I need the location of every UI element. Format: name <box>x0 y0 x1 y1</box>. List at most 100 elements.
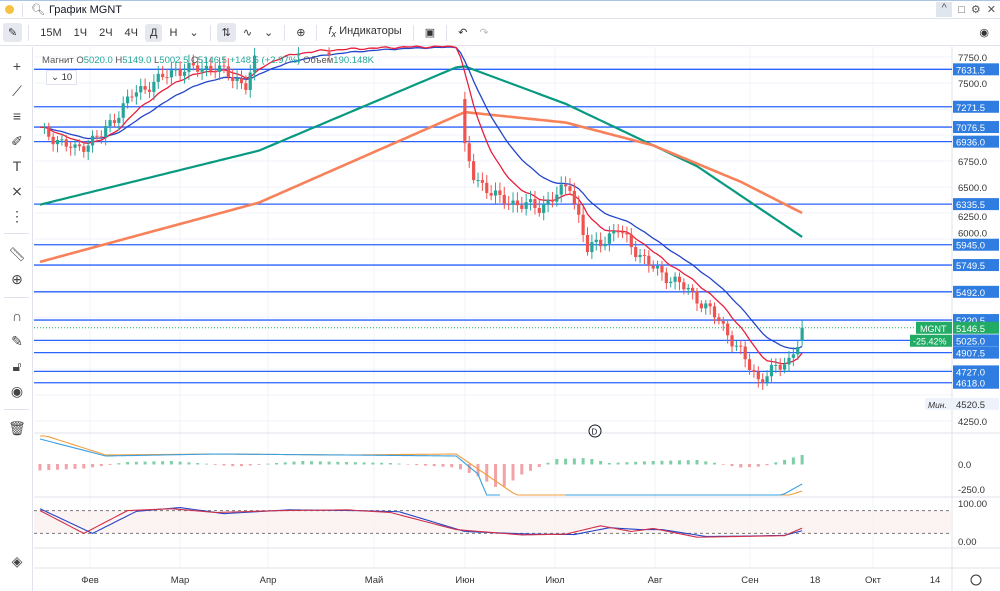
macd-histogram-bar <box>318 461 322 465</box>
macd-histogram-bar <box>590 459 594 465</box>
last-change-badge <box>910 334 952 347</box>
candle-body <box>756 372 760 380</box>
prediction-icon[interactable]: ⋮ <box>10 208 24 224</box>
macd-histogram-bar <box>213 464 217 465</box>
candle-body <box>104 126 108 137</box>
trash-icon[interactable]: 🗑︎ <box>8 420 26 436</box>
ruler-icon[interactable]: 📏︎ <box>8 246 26 262</box>
gear-icon[interactable]: ⚙ <box>970 4 981 16</box>
macd-histogram-bar <box>362 462 366 465</box>
level-price-label: 5025.0 <box>956 336 985 347</box>
candle-body <box>634 247 638 258</box>
brush-icon[interactable]: ✐ <box>11 133 23 149</box>
timeframe-2h[interactable]: 2Ч <box>99 26 113 39</box>
macd-histogram-bar <box>47 464 51 471</box>
timeframe-day[interactable]: Д <box>144 23 163 42</box>
stoch-tick-label: 0.00 <box>958 537 977 548</box>
pattern-icon[interactable]: ⨯ <box>11 183 23 199</box>
layouts-icon[interactable]: ▣ <box>424 27 436 39</box>
text-icon[interactable]: T <box>12 158 22 174</box>
level-price-label: 7271.5 <box>956 103 985 114</box>
candle-body <box>60 139 64 141</box>
candle-body <box>590 242 594 253</box>
macd-histogram-bar <box>800 455 804 465</box>
crosshair-icon[interactable]: + <box>12 58 22 74</box>
timeframe-week[interactable]: Н <box>169 26 178 39</box>
divider <box>4 233 29 234</box>
zoom-in-icon[interactable]: ⊕ <box>11 271 23 287</box>
candle-body <box>204 65 209 69</box>
level-price-badge <box>953 238 999 251</box>
level-price-label: 4618.0 <box>956 379 985 390</box>
macd-histogram-bar <box>660 460 664 465</box>
min-label: Мин. <box>928 400 947 410</box>
volume-label: Объем <box>303 55 334 66</box>
macd-histogram-bar <box>677 460 681 465</box>
close-icon[interactable]: ✕ <box>986 4 996 16</box>
candle-body <box>673 276 677 282</box>
candle-body <box>743 346 747 360</box>
camera-icon[interactable]: ◉ <box>979 27 989 39</box>
pencil-icon[interactable]: ✎ <box>3 23 23 42</box>
stoch-k-line <box>39 508 803 538</box>
macd-tick-label: -250.0 <box>958 485 985 496</box>
candle-body <box>721 321 725 324</box>
layers-icon[interactable]: ◈ <box>11 553 23 569</box>
macd-histogram-bar <box>774 462 778 465</box>
candle-body <box>704 303 708 309</box>
candle-body <box>169 70 173 78</box>
timeframe-15m[interactable]: 15M <box>40 26 62 39</box>
macd-histogram-bar <box>406 464 410 465</box>
trend-line-icon[interactable]: ⟋ <box>12 83 22 99</box>
maximize-icon[interactable]: □ <box>958 3 965 16</box>
volume-value: 190.148K <box>333 55 374 66</box>
macd-histogram-bar <box>397 463 401 465</box>
candle-body <box>77 144 82 147</box>
channel-icon[interactable]: ≡ <box>12 108 22 124</box>
compare-add-icon[interactable]: ⊕ <box>296 27 306 39</box>
macd-histogram-bar <box>231 464 235 467</box>
macd-histogram-bar <box>222 464 226 466</box>
indicators-button[interactable]: fx Индикаторы <box>323 22 406 42</box>
timeframe-4h[interactable]: 4Ч <box>124 26 138 39</box>
candle-body <box>577 203 581 215</box>
candle-body <box>599 239 603 247</box>
timeframe-1h[interactable]: 1Ч <box>73 26 88 39</box>
macd-histogram-bar <box>266 463 270 465</box>
candle-body <box>664 272 668 284</box>
candle-body <box>555 194 559 202</box>
candle-body <box>660 265 664 273</box>
candle-body <box>677 276 682 283</box>
stoch-d-line <box>39 507 803 537</box>
change-value: +148.5 (+2.97%) <box>229 55 301 66</box>
lock-icon[interactable]: 🔓︎ <box>12 358 22 374</box>
candle-body <box>112 120 117 123</box>
indicators-collapse-button[interactable]: ⌄ 10 <box>46 70 78 85</box>
level-price-label: 4727.0 <box>956 367 985 378</box>
candle-body <box>625 232 629 235</box>
symbol-name: Магнит <box>42 55 74 66</box>
macd-histogram-bar <box>537 464 541 467</box>
last-change-label: -25.42% <box>913 336 947 346</box>
macd-histogram-bar <box>713 462 717 465</box>
macd-histogram-bar <box>38 464 42 471</box>
magnet-icon[interactable]: ∩ <box>11 308 23 324</box>
level-price-label: 7076.5 <box>956 123 985 134</box>
eye-icon[interactable]: ◉ <box>10 383 24 399</box>
candles-icon[interactable]: ⇅ <box>216 23 236 42</box>
macd-histogram-bar <box>511 464 515 481</box>
candle-body <box>130 96 134 98</box>
macd-histogram-bar <box>529 464 533 471</box>
macd-histogram-bar <box>546 462 550 465</box>
undo-icon[interactable]: ↶ <box>458 27 468 39</box>
chevron-down-icon[interactable]: ⌄ <box>189 27 199 39</box>
chevron-down-icon[interactable]: ⌄ <box>264 27 274 39</box>
redo-icon[interactable]: ↷ <box>479 27 489 39</box>
line-chart-icon[interactable]: ∿ <box>242 27 253 39</box>
candle-body <box>480 180 484 183</box>
collapse-icon[interactable]: ^ <box>936 2 953 17</box>
lock-drawing-icon[interactable]: ✎ <box>11 333 23 349</box>
level-price-badge <box>953 121 999 134</box>
search-icon[interactable]: 🔍︎ <box>31 4 45 16</box>
